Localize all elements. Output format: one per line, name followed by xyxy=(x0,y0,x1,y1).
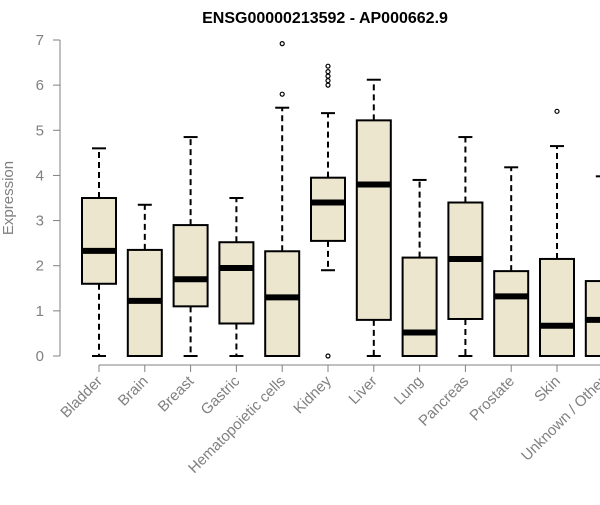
box-iqr xyxy=(310,176,346,242)
box-series xyxy=(81,41,600,359)
box-brain xyxy=(126,203,163,358)
box-iqr xyxy=(218,241,255,325)
outlier-point xyxy=(325,73,331,79)
box-hematopoietic-cells xyxy=(264,41,301,357)
outlier-point xyxy=(325,68,331,75)
box-unknown-other xyxy=(584,175,600,358)
x-tick-label: Breast xyxy=(155,372,198,415)
y-tick-label: 3 xyxy=(36,213,44,230)
y-tick-label: 2 xyxy=(36,258,44,275)
box-gastric xyxy=(218,197,255,357)
y-tick-label: 7 xyxy=(36,32,44,49)
outlier-point xyxy=(554,108,560,114)
outlier-point xyxy=(325,82,331,88)
outlier-point xyxy=(325,353,331,359)
y-axis: 0 1 2 3 4 5 6 7 xyxy=(36,32,61,365)
box-pancreas xyxy=(447,136,484,357)
box-iqr xyxy=(401,256,438,357)
x-tick-label: Gastric xyxy=(198,372,244,418)
x-tick-label: Bladder xyxy=(57,373,106,422)
y-tick-label: 1 xyxy=(36,303,44,320)
box-iqr xyxy=(493,270,530,358)
y-tick-label: 4 xyxy=(36,167,44,184)
box-breast xyxy=(172,136,209,357)
box-iqr xyxy=(355,119,392,321)
outlier-point xyxy=(279,41,285,47)
box-skin xyxy=(539,108,575,358)
x-tick-label: Lung xyxy=(391,373,427,409)
x-tick-label: Liver xyxy=(346,373,381,408)
outlier-point xyxy=(325,78,331,84)
x-tick-label: Pancreas xyxy=(415,373,472,430)
x-tick-label: Kidney xyxy=(290,372,335,417)
box-kidney xyxy=(310,63,346,359)
outlier-point xyxy=(279,91,285,97)
box-prostate xyxy=(493,166,530,358)
box-iqr xyxy=(539,257,575,358)
y-tick-label: 5 xyxy=(36,122,44,139)
x-tick-label: Prostate xyxy=(466,373,518,425)
y-tick-label: 0 xyxy=(36,348,44,365)
y-axis-label: Expression xyxy=(0,161,17,235)
box-iqr xyxy=(172,224,209,308)
outlier-point xyxy=(325,63,331,69)
box-liver xyxy=(355,78,392,357)
chart-title: ENSG00000213592 - AP000662.9 xyxy=(202,10,448,27)
box-iqr xyxy=(81,197,117,285)
x-tick-label: Skin xyxy=(531,373,564,406)
box-bladder xyxy=(81,147,117,357)
y-tick-label: 6 xyxy=(36,77,44,94)
box-lung xyxy=(401,178,438,357)
x-tick-label: Brain xyxy=(115,373,152,410)
box-iqr xyxy=(264,250,301,357)
